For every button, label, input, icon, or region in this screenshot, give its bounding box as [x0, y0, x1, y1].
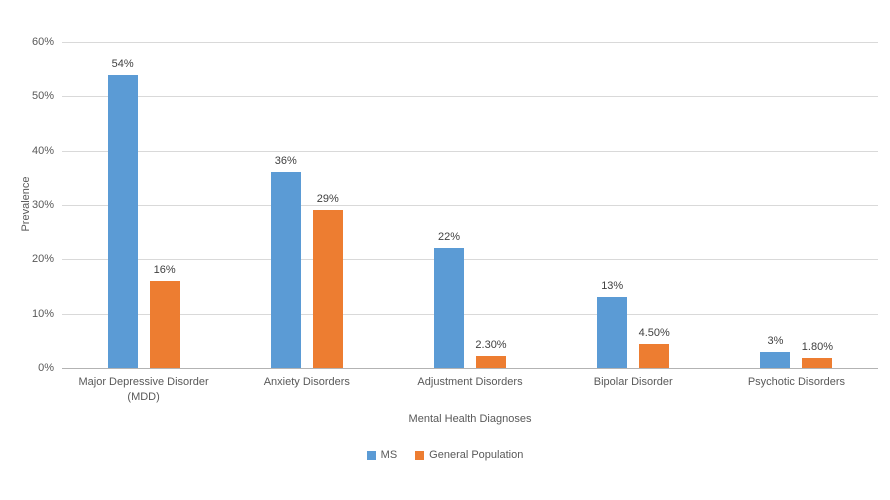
- legend-label: General Population: [429, 449, 524, 461]
- y-tick-label: 30%: [31, 199, 54, 211]
- gridline: [62, 42, 878, 43]
- y-tick-label: 20%: [31, 253, 54, 266]
- legend-swatch-icon: [415, 450, 425, 460]
- bar-value-label: 1.80%: [801, 341, 834, 354]
- bar-value-label: 3%: [767, 334, 784, 347]
- y-tick-label: 10%: [31, 307, 54, 320]
- bar-ms: 54%: [107, 58, 138, 368]
- y-axis-tick-labels: 60% 50% 40% 30% 20% 10% 0%: [0, 36, 54, 374]
- bar-general-population: 1.80%: [802, 341, 833, 368]
- x-tick-label: Adjustment Disorders: [417, 376, 523, 388]
- bar-value-label: 13%: [601, 280, 624, 293]
- plot-area: 54% 16% 36% 29% 22% 2.30% 13% 4.50% 3% 1.80%: [62, 42, 878, 369]
- x-tick-label: Bipolar Disorder: [593, 376, 673, 388]
- legend-item: General Population: [415, 449, 523, 461]
- x-tick-label: Psychotic Disorders: [747, 376, 846, 388]
- legend-swatch-icon: [366, 450, 376, 460]
- legend-item: MS: [366, 449, 398, 461]
- bar-groups: 54% 16% 36% 29% 22% 2.30% 13% 4.50% 3% 1.80%: [62, 42, 878, 368]
- gridline: [62, 96, 878, 98]
- y-tick-label: 40%: [31, 144, 54, 157]
- x-axis-title: Mental Health Diagnoses: [408, 413, 532, 425]
- x-tick-label: Anxiety Disorders: [263, 376, 350, 388]
- gridline: [62, 150, 878, 152]
- bar-value-label: 36%: [274, 155, 297, 168]
- x-tick-label: Major Depressive Disorder (MDD): [78, 376, 209, 403]
- y-tick-label: 50%: [31, 90, 54, 103]
- x-axis-line: [62, 368, 878, 369]
- gridline: [62, 259, 878, 261]
- y-tick-label: 0%: [38, 362, 54, 374]
- bar-value-label: 16%: [153, 264, 176, 277]
- bar-value-label: 22%: [437, 231, 461, 244]
- bar-value-label: 29%: [316, 193, 339, 206]
- bar-general-population: 4.50%: [639, 327, 670, 368]
- bar-ms: 3%: [760, 335, 791, 368]
- bar-general-population: 16%: [149, 264, 180, 368]
- gridline: [62, 313, 878, 315]
- bar-ms: 36%: [270, 155, 301, 368]
- bar-general-population: 29%: [312, 193, 343, 368]
- bar-group: 22% 2.30%: [388, 42, 551, 368]
- bar-group: 13% 4.50%: [552, 42, 715, 368]
- bar-value-label: 54%: [111, 57, 134, 70]
- bar-general-population: 2.30%: [475, 339, 507, 368]
- x-axis-tick-labels: Major Depressive Disorder (MDD) Anxiety D…: [62, 375, 878, 405]
- legend-label: MS: [380, 449, 398, 461]
- gridline: [62, 205, 878, 206]
- y-tick-label: 60%: [31, 36, 54, 48]
- bar-ms: 13%: [597, 280, 628, 368]
- bar-group: 3% 1.80%: [715, 42, 878, 368]
- bar-group: 54% 16%: [62, 42, 225, 368]
- bar-ms: 22%: [434, 231, 464, 368]
- bar-value-label: 2.30%: [475, 338, 507, 351]
- bar-value-label: 4.50%: [638, 326, 670, 339]
- bar-group: 36% 29%: [225, 42, 388, 368]
- legend: MS General Population: [0, 449, 890, 461]
